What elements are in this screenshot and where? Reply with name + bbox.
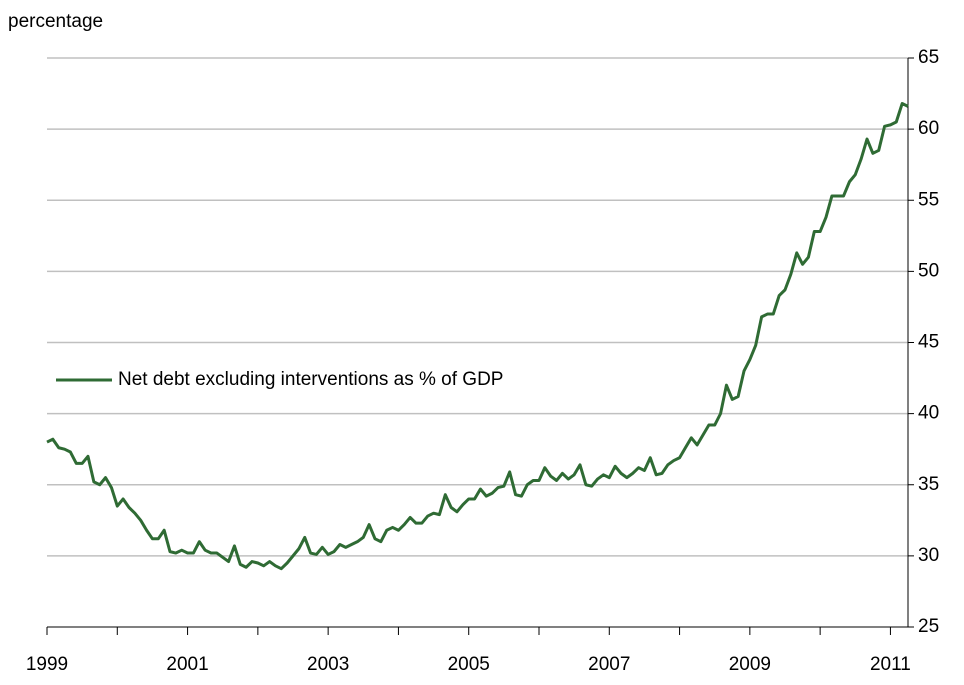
data-line: [46, 102, 909, 571]
x-tick-label: 2007: [588, 654, 630, 675]
y-tick-label: 65: [918, 47, 939, 68]
y-tick-label: 30: [918, 545, 939, 566]
y-tick-label: 55: [918, 189, 939, 210]
y-axis-label: percentage: [8, 11, 103, 32]
y-tick-label: 50: [918, 260, 939, 281]
y-tick-label: 35: [918, 474, 939, 495]
legend-label: Net debt excluding interventions as % of…: [118, 369, 503, 390]
x-tick-label: 2001: [166, 654, 208, 675]
x-tick-label: 1999: [26, 654, 68, 675]
y-tick-label: 25: [918, 616, 939, 637]
y-tick-label: 45: [918, 332, 939, 353]
x-tick-label: 2003: [307, 654, 349, 675]
x-tick-label: 2011: [870, 654, 911, 675]
x-tick-label: 2009: [729, 654, 771, 675]
x-tick-label: 2005: [448, 654, 490, 675]
y-tick-label: 60: [918, 118, 939, 139]
y-tick-label: 40: [918, 403, 939, 424]
